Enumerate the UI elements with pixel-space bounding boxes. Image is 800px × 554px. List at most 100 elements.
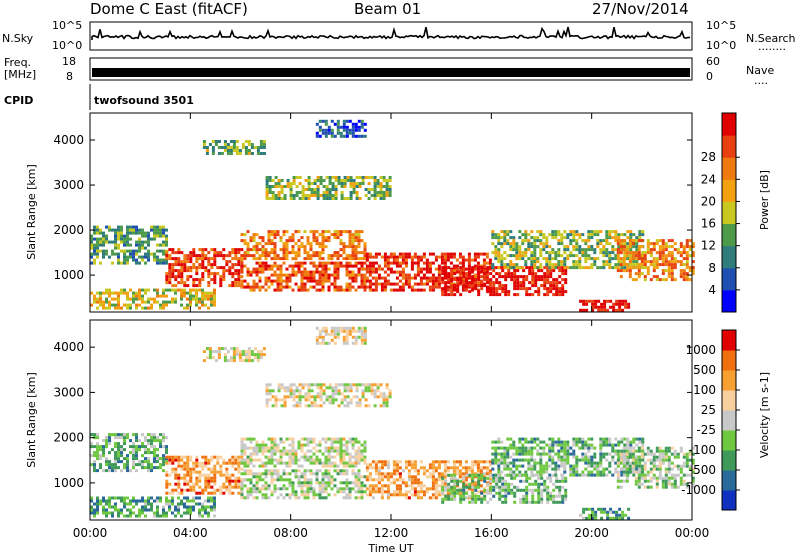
heatmap-cell <box>264 264 268 268</box>
heatmap-cell <box>162 249 165 253</box>
heatmap-cell <box>318 119 322 123</box>
heatmap-cell <box>363 134 367 138</box>
heatmap-cell <box>213 508 216 512</box>
heatmap-cell <box>593 233 597 237</box>
heatmap-cell <box>210 294 213 298</box>
heatmap-cell <box>288 496 292 500</box>
heatmap-cell <box>210 266 214 270</box>
heatmap-cell <box>195 297 198 301</box>
heatmap-cell <box>339 264 343 268</box>
heatmap-cell <box>380 484 384 488</box>
heatmap-cell <box>90 240 93 244</box>
heatmap-cell <box>599 230 603 234</box>
heatmap-cell <box>498 293 502 297</box>
heatmap-cell <box>622 260 626 264</box>
heatmap-cell <box>318 484 322 488</box>
heatmap-cell <box>500 242 504 246</box>
heatmap-cell <box>625 248 629 252</box>
heatmap-cell <box>315 481 319 485</box>
heatmap-cell <box>365 252 369 256</box>
heatmap-cell <box>336 449 340 453</box>
heatmap-cell <box>162 261 165 265</box>
heatmap-cell <box>616 251 620 255</box>
heatmap-cell <box>93 252 96 256</box>
heatmap-cell <box>315 449 319 453</box>
heatmap-cell <box>285 452 289 456</box>
heatmap-cell <box>264 469 268 473</box>
heatmap-cell <box>318 279 322 283</box>
heatmap-cell <box>486 491 490 495</box>
heatmap-cell <box>453 278 457 282</box>
heatmap-cell <box>250 152 254 155</box>
heatmap-cell <box>503 230 507 234</box>
heatmap-cell <box>619 275 623 279</box>
heatmap-cell <box>410 463 414 467</box>
heatmap-cell <box>291 487 295 491</box>
heatmap-cell <box>540 482 544 486</box>
heatmap-cell <box>345 273 349 277</box>
heatmap-cell <box>174 488 178 492</box>
heatmap-cell <box>488 258 492 262</box>
heatmap-cell <box>558 287 562 291</box>
heatmap-cell <box>474 284 478 288</box>
heatmap-cell <box>373 197 377 200</box>
heatmap-cell <box>629 233 633 237</box>
heatmap-cell <box>561 479 565 483</box>
heatmap-cell <box>192 248 196 252</box>
heatmap-cell <box>298 191 302 194</box>
heatmap-cell <box>464 267 468 271</box>
heatmap-cell <box>590 266 594 270</box>
heatmap-cell <box>280 188 284 191</box>
heatmap-cell <box>473 267 477 271</box>
heatmap-cell <box>303 288 307 292</box>
heatmap-cell <box>174 257 178 261</box>
heatmap-cell <box>450 284 454 288</box>
heatmap-cell <box>285 279 289 283</box>
heatmap-cell <box>557 467 561 471</box>
heatmap-cell <box>165 482 169 486</box>
heatmap-cell <box>357 461 361 465</box>
heatmap-cell <box>255 449 259 453</box>
heatmap-cell <box>575 458 579 462</box>
heatmap-cell <box>324 455 328 459</box>
heatmap-cell <box>213 496 216 500</box>
heatmap-cell <box>90 246 93 250</box>
heatmap-cell <box>294 264 298 268</box>
heatmap-cell <box>594 299 598 303</box>
heatmap-cell <box>540 284 544 288</box>
heatmap-cell <box>614 266 618 270</box>
heatmap-cell <box>171 461 175 465</box>
heatmap-cell <box>126 514 129 518</box>
heatmap-cell <box>431 273 435 277</box>
heatmap-cell <box>150 436 153 440</box>
heatmap-cell <box>476 466 480 470</box>
heatmap-cell <box>264 449 268 453</box>
heatmap-cell <box>581 440 585 444</box>
heatmap-cell <box>354 233 358 237</box>
heatmap-cell <box>342 134 346 138</box>
heatmap-cell <box>225 476 229 480</box>
heatmap-cell <box>495 485 499 489</box>
heatmap-cell <box>585 308 589 312</box>
heatmap-cell <box>207 479 211 483</box>
heatmap-cell <box>628 272 632 276</box>
heatmap-cell <box>211 152 215 155</box>
heatmap-cell <box>90 234 93 238</box>
heatmap-cell <box>129 249 132 253</box>
heatmap-cell <box>602 266 606 270</box>
heatmap-cell <box>470 466 474 470</box>
heatmap-cell <box>336 469 340 473</box>
heatmap-cell <box>649 248 653 252</box>
heatmap-cell <box>345 119 349 123</box>
heatmap-cell <box>646 245 650 249</box>
heatmap-cell <box>282 254 286 258</box>
heatmap-cell <box>141 460 144 464</box>
heatmap-cell <box>90 499 93 503</box>
heatmap-cell <box>183 476 187 480</box>
heatmap-cell <box>192 251 196 255</box>
heatmap-cell <box>312 276 316 280</box>
heatmap-cell <box>240 472 244 476</box>
heatmap-cell <box>398 264 402 268</box>
heatmap-cell <box>303 472 307 476</box>
heatmap-cell <box>652 275 656 279</box>
